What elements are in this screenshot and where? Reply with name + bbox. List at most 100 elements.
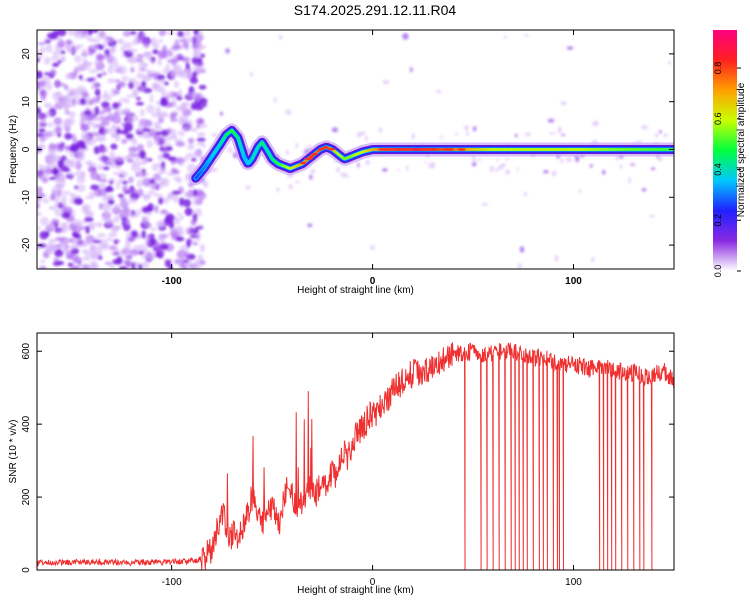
- x-tick-label: 100: [565, 577, 582, 588]
- noise-speck: [150, 56, 156, 61]
- noise-speck: [118, 266, 128, 269]
- signal-peak: [457, 148, 465, 151]
- noise-speck: [179, 106, 187, 110]
- noise-speck: [137, 68, 143, 73]
- noise-speck: [137, 244, 147, 252]
- sparse-speck: [477, 158, 482, 161]
- noise-speck: [110, 45, 117, 54]
- sparse-speck: [602, 169, 606, 175]
- sparse-speck: [551, 170, 557, 176]
- noise-speck: [171, 129, 177, 134]
- noise-speck: [38, 143, 46, 150]
- noise-speck: [38, 128, 46, 133]
- sparse-speck: [514, 133, 518, 138]
- noise-speck: [105, 237, 114, 242]
- sparse-speck: [356, 131, 362, 138]
- noise-speck: [189, 77, 199, 84]
- noise-speck: [192, 70, 197, 80]
- noise-speck: [187, 36, 194, 44]
- y-tick-label: 400: [21, 415, 32, 432]
- noise-speck: [61, 211, 71, 219]
- noise-speck: [40, 118, 47, 126]
- noise-speck: [58, 183, 65, 190]
- noise-speck: [179, 132, 185, 137]
- noise-speck: [102, 94, 112, 101]
- noise-speck: [48, 205, 58, 211]
- noise-speck: [115, 181, 121, 190]
- sparse-speck: [566, 46, 574, 50]
- sparse-speck: [524, 132, 531, 137]
- noise-speck: [125, 260, 132, 269]
- snr-xlabel: Height of straight line (km): [297, 585, 414, 596]
- noise-speck: [63, 107, 69, 113]
- noise-speck: [165, 232, 171, 237]
- noise-speck: [69, 238, 78, 243]
- noise-speck: [88, 162, 97, 167]
- sparse-speck: [227, 146, 233, 154]
- noise-speck: [191, 157, 197, 162]
- noise-speck: [54, 249, 64, 258]
- snr-marks: [37, 342, 674, 570]
- noise-speck: [99, 178, 108, 183]
- noise-speck: [76, 237, 83, 246]
- noise-speck: [176, 249, 187, 259]
- noise-speck: [53, 189, 59, 196]
- noise-speck: [129, 176, 134, 180]
- noise-speck: [113, 111, 120, 117]
- noise-speck: [56, 188, 62, 197]
- noise-speck: [142, 260, 150, 269]
- noise-speck: [94, 188, 102, 197]
- colorbar: 0.0 0.2 0.4 0.6 0.8 Normalized spectral ampl…: [713, 30, 747, 277]
- noise-speck: [48, 176, 57, 181]
- noise-speck: [65, 39, 74, 47]
- noise-speck: [184, 251, 189, 260]
- noise-speck: [49, 56, 60, 61]
- noise-speck: [64, 84, 69, 91]
- noise-speck: [130, 66, 135, 73]
- sparse-speck: [370, 244, 375, 251]
- noise-speck: [183, 42, 190, 49]
- noise-speck: [142, 128, 151, 132]
- noise-speck: [135, 96, 141, 101]
- sparse-speck: [523, 191, 528, 197]
- noise-speck: [128, 77, 137, 84]
- noise-speck: [139, 86, 146, 92]
- noise-speck: [55, 126, 62, 134]
- sparse-speck: [496, 158, 499, 162]
- noise-speck: [141, 255, 150, 259]
- noise-speck: [74, 222, 83, 229]
- noise-speck: [157, 153, 164, 161]
- noise-speck: [184, 174, 191, 182]
- noise-speck: [60, 55, 66, 62]
- noise-speck: [136, 54, 145, 59]
- noise-speck: [56, 30, 67, 37]
- noise-speck: [68, 171, 73, 179]
- noise-speck: [173, 81, 180, 88]
- noise-speck: [96, 175, 101, 182]
- colorbar-tick-label: 0.0: [713, 265, 723, 278]
- noise-speck: [100, 154, 107, 163]
- noise-speck: [157, 170, 165, 174]
- noise-speck: [113, 215, 120, 223]
- snr-ylabel: SNR (10 * v/v): [8, 420, 19, 484]
- noise-speck: [190, 127, 198, 133]
- noise-speck: [89, 244, 98, 252]
- noise-speck: [90, 184, 100, 191]
- noise-speck: [64, 239, 70, 244]
- noise-speck: [88, 68, 99, 74]
- noise-speck: [191, 90, 198, 99]
- colorbar-tick-label: 0.2: [713, 214, 723, 227]
- noise-speck: [110, 132, 119, 139]
- noise-speck: [97, 73, 103, 78]
- noise-speck: [44, 231, 50, 237]
- noise-speck: [113, 171, 119, 176]
- noise-speck: [126, 57, 134, 63]
- noise-speck: [98, 239, 108, 248]
- noise-speck: [192, 199, 200, 206]
- sparse-speck: [233, 151, 236, 155]
- noise-speck: [149, 94, 154, 104]
- sparse-speck: [406, 164, 409, 172]
- y-tick-label: -10: [21, 190, 32, 205]
- y-tick-label: -20: [21, 237, 32, 252]
- noise-speck: [128, 237, 135, 243]
